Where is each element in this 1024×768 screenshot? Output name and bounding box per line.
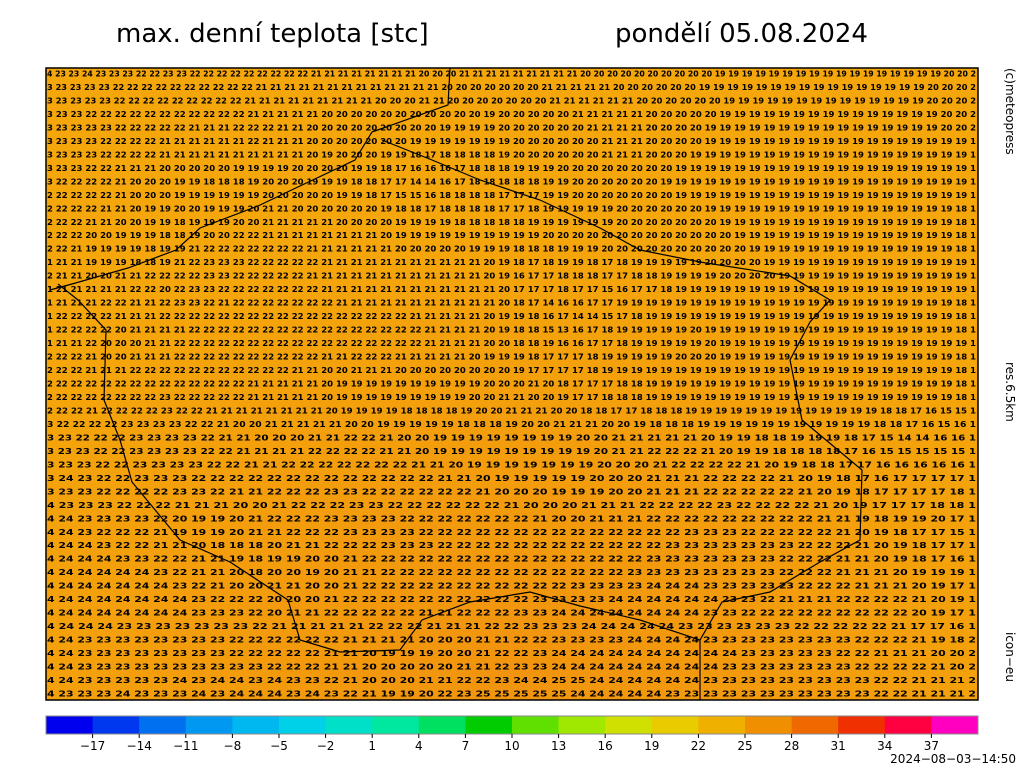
colorbar-segment <box>232 716 280 734</box>
value-row: 4 24 24 24 23 23 23 23 23 23 23 22 21 21… <box>47 622 977 631</box>
timestamp: 2024−08−03−14:50 <box>890 752 1016 766</box>
colorbar-tick-label: 13 <box>551 739 566 753</box>
value-row: 3 23 23 22 22 21 21 21 20 20 20 20 20 19… <box>47 164 976 173</box>
value-row: 4 24 24 24 24 24 23 22 21 21 20 18 20 20… <box>47 568 977 577</box>
colorbar-tick-label: 7 <box>462 739 470 753</box>
colorbar-segment <box>185 716 233 734</box>
colorbar: −17 −14 −11 −8 −5 −2 1 4 7 10 13 16 19 22 25 28 31 34 37 <box>45 715 979 753</box>
colorbar-segment <box>139 716 187 734</box>
colorbar-segment <box>465 716 513 734</box>
value-row: 4 24 24 24 23 23 22 22 21 21 19 18 19 19… <box>47 555 977 564</box>
value-row: 2 22 22 22 22 22 22 22 23 22 22 22 22 22… <box>47 393 976 402</box>
value-row: 4 24 23 23 23 23 23 23 23 23 22 22 22 22… <box>47 636 976 645</box>
colorbar-tick-label: 10 <box>504 739 519 753</box>
colorbar-segment <box>698 716 746 734</box>
value-row: 2 22 22 22 21 21 20 19 19 20 20 19 19 19… <box>47 204 976 213</box>
map-frame <box>45 67 979 701</box>
colorbar-segment <box>372 716 420 734</box>
colorbar-tick-label: 1 <box>368 739 376 753</box>
model: icon−eu <box>1003 632 1017 682</box>
colorbar-tick-label: 19 <box>644 739 659 753</box>
resolution: res.6.5km <box>1003 362 1017 422</box>
value-row: 4 24 24 24 24 24 24 24 23 22 22 22 20 20… <box>47 595 977 604</box>
value-row: 3 22 22 22 22 21 20 20 20 19 19 18 18 18… <box>47 177 976 186</box>
value-row: 3 23 23 22 22 23 23 23 23 22 22 21 21 21… <box>47 447 977 456</box>
date: pondělí 05.08.2024 <box>615 19 868 49</box>
value-row: 1 21 21 21 22 22 21 21 22 23 23 22 21 22… <box>47 299 976 308</box>
colorbar-segment <box>558 716 606 734</box>
value-row: 1 21 21 19 19 19 18 18 19 21 22 23 23 23… <box>47 258 976 267</box>
value-row: 3 23 23 22 22 22 22 23 23 22 21 21 22 22… <box>47 487 977 496</box>
colorbar-tick-label: −14 <box>127 739 152 753</box>
value-row: 2 22 22 20 20 19 19 19 18 18 19 20 20 22… <box>47 231 976 240</box>
value-row: 3 23 23 23 23 22 22 22 22 22 22 22 22 22… <box>47 83 976 92</box>
colorbar-tick-label: −8 <box>224 739 242 753</box>
value-row: 3 23 23 22 22 22 22 22 22 22 22 22 22 22… <box>47 110 976 119</box>
colorbar-tick-label: −5 <box>270 739 288 753</box>
colorbar-tick-label: −17 <box>80 739 105 753</box>
value-row: 2 22 22 21 20 20 21 21 21 22 22 22 22 22… <box>47 353 976 362</box>
value-row: 3 23 23 22 22 23 23 23 23 22 22 21 21 22… <box>47 460 977 469</box>
colorbar-segment <box>791 716 839 734</box>
colorbar-segment <box>325 716 373 734</box>
value-row: 2 22 22 22 22 21 20 20 20 19 19 19 19 19… <box>47 191 976 200</box>
value-row: 4 23 23 23 24 23 23 23 24 23 24 24 24 23… <box>47 690 976 699</box>
colorbar-segment <box>651 716 699 734</box>
colorbar-tick-label: −11 <box>173 739 198 753</box>
value-row: 4 24 23 22 22 22 21 19 19 19 20 21 21 22… <box>47 528 977 537</box>
value-row: 2 22 22 21 21 20 20 19 19 18 19 19 19 20… <box>47 218 976 227</box>
colorbar-segment <box>931 716 979 734</box>
value-row: 2 22 21 19 19 19 19 18 19 19 21 22 22 22… <box>47 245 976 254</box>
value-row: 3 23 23 23 22 22 22 22 21 21 21 21 21 21… <box>47 150 976 159</box>
colorbar-segment <box>92 716 140 734</box>
value-row: 4 24 24 23 22 22 21 21 20 18 18 18 20 21… <box>47 541 977 550</box>
value-row: 4 24 24 24 24 24 24 23 22 21 20 20 21 21… <box>47 582 977 591</box>
colorbar-tick-label: −2 <box>317 739 335 753</box>
value-row: 2 22 22 22 22 22 22 22 22 22 22 22 22 22… <box>47 380 976 389</box>
value-grid: 4 23 23 24 23 23 23 22 22 23 23 22 22 22… <box>47 70 977 699</box>
value-row: 1 22 22 22 22 20 21 21 21 21 22 22 22 22… <box>47 326 976 335</box>
colorbar-segment <box>512 716 560 734</box>
value-row: 3 23 23 23 23 22 22 22 22 22 22 22 22 22… <box>47 96 976 105</box>
colorbar-tick-label: 16 <box>598 739 613 753</box>
title: max. denní teplota [stc] <box>116 19 429 49</box>
value-row: 4 24 23 23 23 23 23 23 23 23 22 22 22 22… <box>47 649 976 658</box>
colorbar-tick-label: 22 <box>691 739 706 753</box>
value-row: 3 23 23 23 22 22 22 22 21 21 21 21 21 21… <box>47 137 976 146</box>
copyright: (c)meteopress <box>1003 68 1017 155</box>
value-row: 1 21 21 21 21 21 22 22 20 22 23 23 22 22… <box>47 285 976 294</box>
colorbar-segment <box>605 716 653 734</box>
value-row: 2 21 21 20 20 21 21 22 22 22 22 23 23 22… <box>47 272 976 281</box>
value-row: 1 21 21 22 20 20 20 21 21 22 22 22 22 22… <box>47 339 976 348</box>
border-lines <box>49 67 863 700</box>
value-row: 1 22 22 22 22 21 21 21 22 22 22 22 22 22… <box>47 312 976 321</box>
colorbar-segment <box>46 716 94 734</box>
colorbar-tick-label: 31 <box>831 739 846 753</box>
value-row: 3 24 23 22 22 23 23 23 22 22 22 22 22 22… <box>47 474 977 483</box>
value-row: 3 22 22 22 22 23 23 23 23 22 22 21 20 20… <box>47 420 976 429</box>
value-row: 4 23 23 24 23 23 23 22 22 23 23 22 22 22… <box>47 70 976 79</box>
value-row: 2 22 22 21 22 22 22 22 23 22 22 21 21 21… <box>47 406 976 415</box>
value-row: 2 22 22 21 21 21 22 22 22 22 22 22 22 22… <box>47 366 976 375</box>
colorbar-segment <box>418 716 466 734</box>
colorbar-tick-label: 34 <box>877 739 892 753</box>
value-row: 4 24 23 23 23 23 23 24 23 24 24 23 24 23… <box>47 676 976 685</box>
value-row: 4 24 24 24 24 24 24 24 23 23 23 22 20 21… <box>47 609 977 618</box>
value-row: 4 23 23 23 22 22 22 21 21 21 20 20 21 22… <box>47 501 977 510</box>
colorbar-tick-label: 25 <box>737 739 752 753</box>
colorbar-tick-label: 28 <box>784 739 799 753</box>
colorbar-tick-label: 37 <box>924 739 939 753</box>
value-row: 3 23 23 23 23 22 22 22 22 22 21 21 21 22… <box>47 123 976 132</box>
colorbar-segment <box>279 716 327 734</box>
colorbar-segment <box>745 716 793 734</box>
colorbar-tick-label: 4 <box>415 739 423 753</box>
colorbar-segment <box>838 716 886 734</box>
value-row: 3 23 22 22 22 23 23 23 23 22 21 21 20 20… <box>47 433 977 442</box>
colorbar-segment <box>884 716 932 734</box>
value-row: 4 24 23 23 23 23 23 23 23 23 23 23 22 22… <box>47 663 976 672</box>
value-row: 4 24 23 23 23 23 22 20 19 19 20 21 22 22… <box>47 514 977 523</box>
